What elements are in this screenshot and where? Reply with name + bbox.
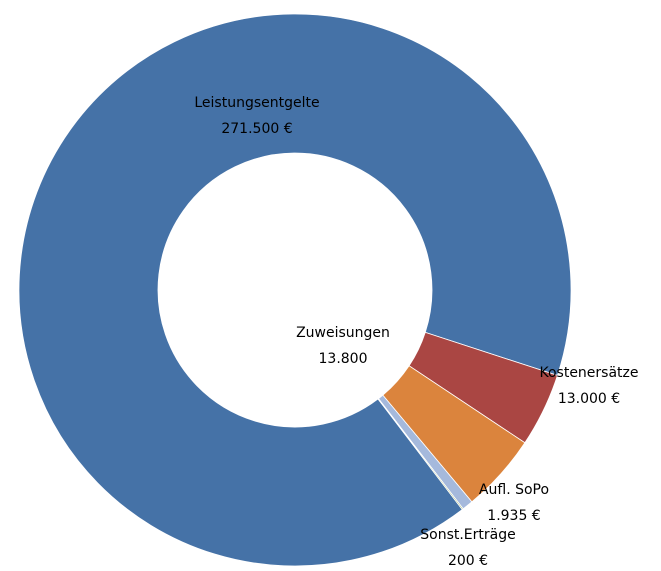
slice-label: Kostenersätze — [539, 365, 638, 381]
slice-value-label: 200 € — [448, 553, 488, 569]
slice-value-label: 13.000 € — [558, 391, 620, 407]
donut-slice — [18, 13, 572, 567]
slice-label: Leistungsentgelte — [194, 95, 319, 111]
slice-label: Zuweisungen — [296, 325, 390, 341]
donut-slice — [377, 398, 464, 511]
slice-value-label: 271.500 € — [221, 121, 292, 137]
slice-value-label: 1.935 € — [487, 508, 540, 524]
slice-label: Sonst.Erträge — [420, 527, 515, 543]
slice-label: Aufl. SoPo — [479, 482, 549, 498]
slice-value-label: 13.800 — [319, 351, 368, 367]
